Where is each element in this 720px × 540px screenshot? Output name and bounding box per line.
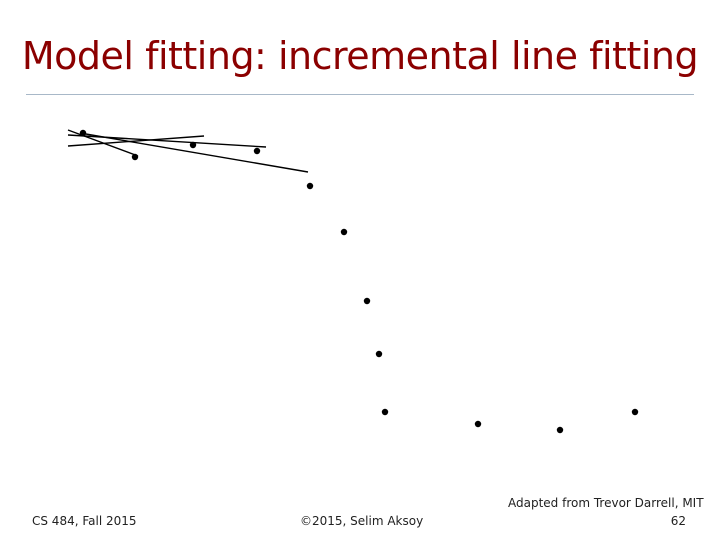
data-point (306, 182, 314, 190)
data-point (340, 228, 348, 236)
fit-line-4 (79, 132, 309, 173)
data-point (253, 147, 261, 155)
footer-credit: Adapted from Trevor Darrell, MIT (508, 496, 704, 510)
slide-title: Model fitting: incremental line fitting (21, 34, 699, 78)
fitted-lines (67, 129, 309, 173)
title-divider (26, 94, 694, 95)
data-points (79, 129, 639, 434)
footer-copyright: ©2015, Selim Aksoy (300, 514, 424, 528)
fit-line-2 (67, 135, 205, 147)
data-point (79, 129, 87, 137)
data-point (556, 426, 564, 434)
data-point (189, 141, 197, 149)
data-point (375, 350, 383, 358)
data-point (381, 408, 389, 416)
data-point (131, 153, 139, 161)
data-point (474, 420, 482, 428)
data-point (631, 408, 639, 416)
footer-course: CS 484, Fall 2015 (32, 514, 137, 528)
page-number: 62 (670, 514, 686, 528)
data-point (363, 297, 371, 305)
